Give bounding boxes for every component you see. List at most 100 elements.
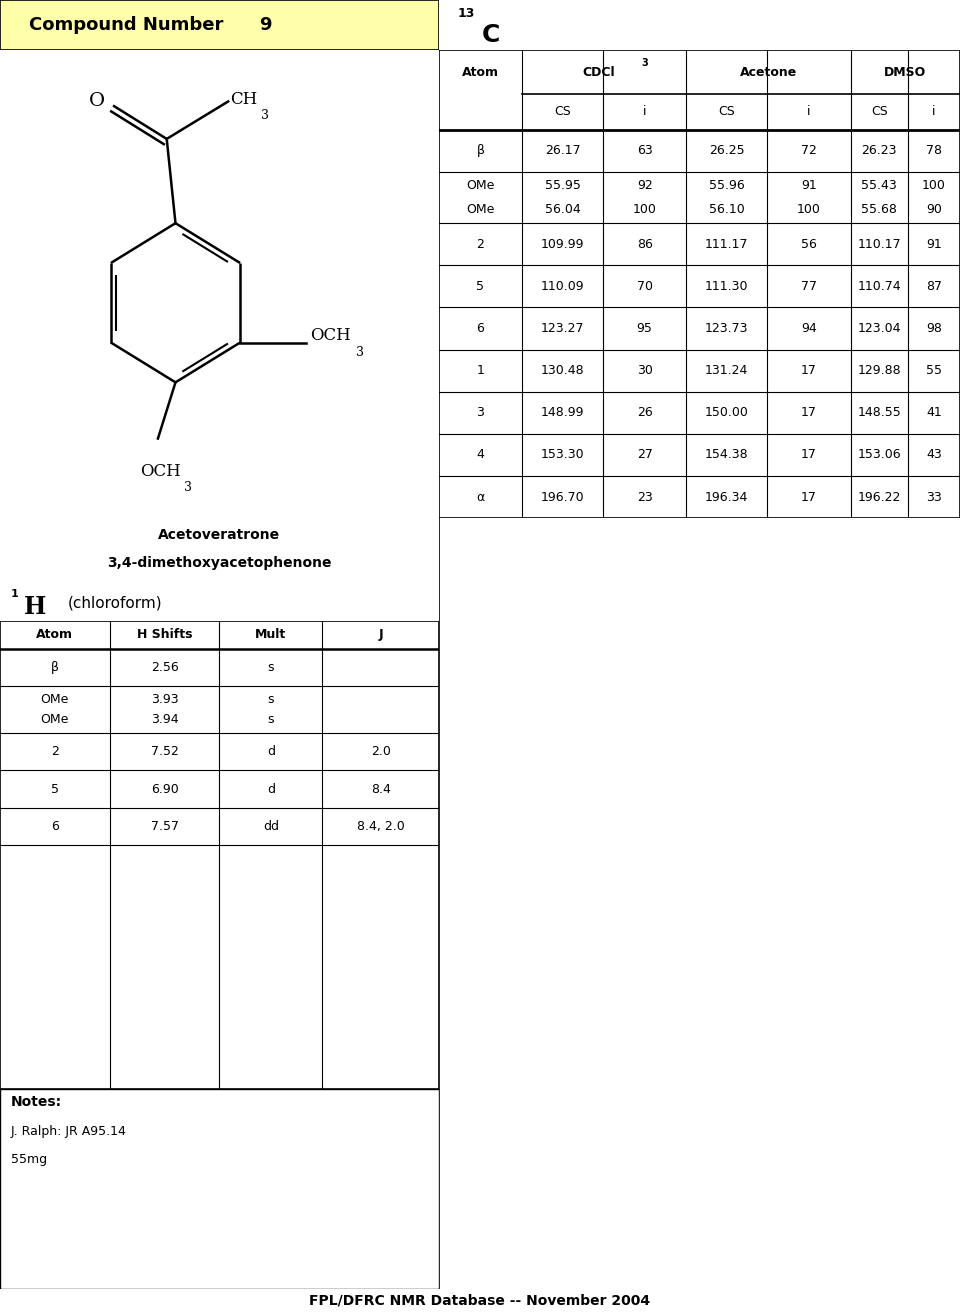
Text: 26.23: 26.23 xyxy=(861,145,897,156)
Text: 17: 17 xyxy=(801,490,817,504)
Text: H Shifts: H Shifts xyxy=(136,629,192,642)
Text: Atom: Atom xyxy=(462,66,499,79)
Text: 92: 92 xyxy=(636,179,653,192)
Text: 86: 86 xyxy=(636,238,653,251)
Text: 123.73: 123.73 xyxy=(705,322,749,335)
Text: 109.99: 109.99 xyxy=(540,238,585,251)
Text: 4: 4 xyxy=(476,448,485,462)
Text: Atom: Atom xyxy=(36,629,73,642)
Text: 78: 78 xyxy=(926,145,942,156)
Text: 26.17: 26.17 xyxy=(544,145,581,156)
Text: 9: 9 xyxy=(259,16,272,34)
Text: 17: 17 xyxy=(801,448,817,462)
Text: 110.17: 110.17 xyxy=(857,238,901,251)
Text: C: C xyxy=(482,24,500,47)
Text: OMe: OMe xyxy=(467,179,494,192)
Text: 150.00: 150.00 xyxy=(705,406,749,419)
Text: 2: 2 xyxy=(51,746,59,759)
Text: s: s xyxy=(268,693,275,706)
Text: 95: 95 xyxy=(636,322,653,335)
Text: 90: 90 xyxy=(926,203,942,216)
Text: 130.48: 130.48 xyxy=(540,364,585,377)
Text: Acetone: Acetone xyxy=(740,66,797,79)
Text: OCH: OCH xyxy=(140,463,181,480)
Text: 55.96: 55.96 xyxy=(708,179,745,192)
Text: 3.93: 3.93 xyxy=(151,693,179,706)
Text: 30: 30 xyxy=(636,364,653,377)
Text: 6: 6 xyxy=(51,821,59,834)
Text: 70: 70 xyxy=(636,280,653,293)
Text: 123.04: 123.04 xyxy=(857,322,900,335)
Text: 63: 63 xyxy=(636,145,653,156)
Text: 55mg: 55mg xyxy=(11,1153,47,1166)
Text: 5: 5 xyxy=(51,782,59,796)
Text: d: d xyxy=(267,782,275,796)
Text: OMe: OMe xyxy=(467,203,494,216)
Text: 77: 77 xyxy=(801,280,817,293)
Text: 7.57: 7.57 xyxy=(151,821,179,834)
Text: 55.95: 55.95 xyxy=(544,179,581,192)
Text: s: s xyxy=(268,661,275,675)
Text: 196.70: 196.70 xyxy=(540,490,585,504)
Text: β: β xyxy=(51,661,59,675)
Text: 3: 3 xyxy=(261,109,269,122)
Text: O: O xyxy=(88,92,105,110)
Text: 8.4: 8.4 xyxy=(371,782,391,796)
Text: 2.56: 2.56 xyxy=(151,661,179,675)
Text: CH: CH xyxy=(230,91,257,108)
Text: 56.04: 56.04 xyxy=(544,203,581,216)
Text: 17: 17 xyxy=(801,364,817,377)
Text: 56.10: 56.10 xyxy=(708,203,745,216)
Text: J. Ralph: JR A95.14: J. Ralph: JR A95.14 xyxy=(11,1124,127,1137)
Text: 196.34: 196.34 xyxy=(705,490,749,504)
Text: 91: 91 xyxy=(801,179,817,192)
Text: 100: 100 xyxy=(633,203,657,216)
Text: (chloroform): (chloroform) xyxy=(68,596,162,610)
Text: 98: 98 xyxy=(926,322,942,335)
Text: OMe: OMe xyxy=(40,693,69,706)
Text: 6: 6 xyxy=(476,322,485,335)
Text: Acetoveratrone: Acetoveratrone xyxy=(158,529,280,543)
Text: 91: 91 xyxy=(926,238,942,251)
Text: 94: 94 xyxy=(801,322,817,335)
Text: 110.09: 110.09 xyxy=(540,280,585,293)
Text: Compound Number: Compound Number xyxy=(29,16,223,34)
Text: 1: 1 xyxy=(476,364,485,377)
Text: 26: 26 xyxy=(636,406,653,419)
Text: i: i xyxy=(807,105,810,118)
Text: 131.24: 131.24 xyxy=(705,364,749,377)
Text: s: s xyxy=(268,714,275,726)
Text: 55: 55 xyxy=(926,364,942,377)
Text: CS: CS xyxy=(871,105,888,118)
Text: H: H xyxy=(24,594,46,619)
Text: CS: CS xyxy=(718,105,735,118)
Bar xyxy=(0,0,439,50)
Text: 3.94: 3.94 xyxy=(151,714,179,726)
Bar xyxy=(439,0,960,50)
Text: 27: 27 xyxy=(636,448,653,462)
Text: 3: 3 xyxy=(184,481,192,494)
Text: J: J xyxy=(378,629,383,642)
Text: 6.90: 6.90 xyxy=(151,782,179,796)
Text: 2: 2 xyxy=(476,238,485,251)
Text: i: i xyxy=(643,105,646,118)
Text: 55.68: 55.68 xyxy=(861,203,898,216)
Text: OCH: OCH xyxy=(310,327,351,345)
Text: 56: 56 xyxy=(801,238,817,251)
Text: 111.30: 111.30 xyxy=(705,280,749,293)
Text: 7.52: 7.52 xyxy=(151,746,179,759)
Text: OMe: OMe xyxy=(40,714,69,726)
Text: 13: 13 xyxy=(458,8,475,21)
Text: Mult: Mult xyxy=(255,629,286,642)
Text: 1: 1 xyxy=(11,589,18,598)
Text: 8.4, 2.0: 8.4, 2.0 xyxy=(357,821,404,834)
Text: 3: 3 xyxy=(641,58,649,68)
Text: 123.27: 123.27 xyxy=(540,322,585,335)
Text: 26.25: 26.25 xyxy=(708,145,745,156)
Text: DMSO: DMSO xyxy=(884,66,926,79)
Text: 3: 3 xyxy=(476,406,485,419)
Text: FPL/DFRC NMR Database -- November 2004: FPL/DFRC NMR Database -- November 2004 xyxy=(309,1294,651,1307)
Text: d: d xyxy=(267,746,275,759)
Text: 3: 3 xyxy=(356,346,365,359)
Text: 33: 33 xyxy=(926,490,942,504)
